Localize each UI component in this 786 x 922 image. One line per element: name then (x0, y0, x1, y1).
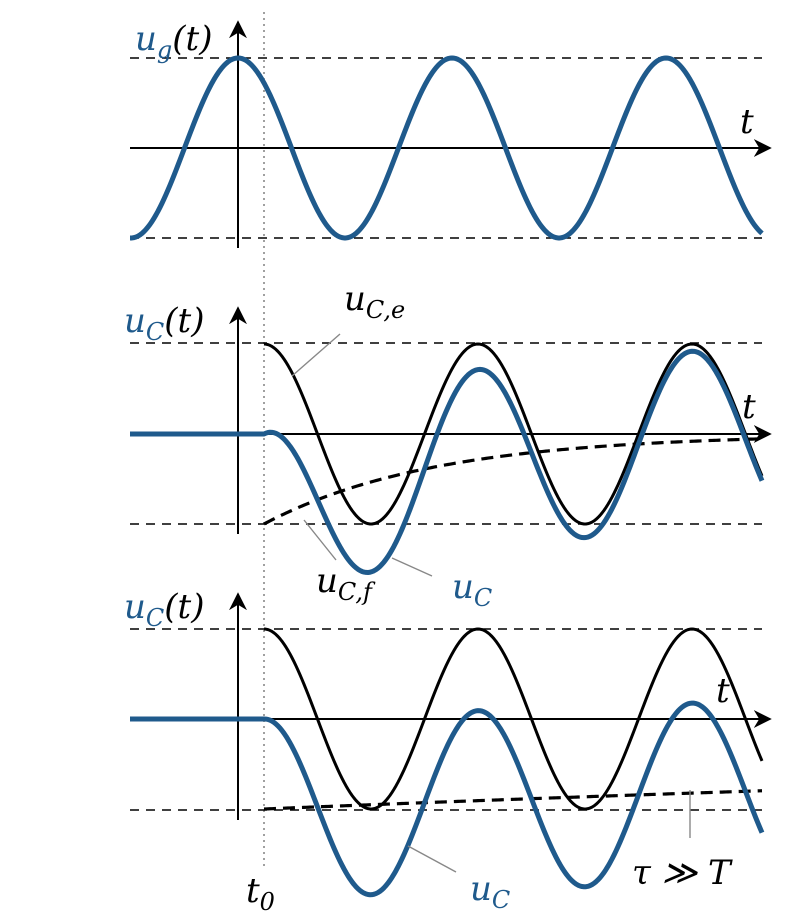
time-constant-note: τ ≫ T (632, 853, 733, 893)
total-response-label: uC (470, 869, 510, 914)
forced-label-leader (291, 333, 341, 377)
total-response-label: uC (452, 567, 492, 612)
free-response-label: uC,f (316, 561, 376, 606)
panel-capacitor-voltage-fast: uC(t) t uC,e uC,f uC (124, 279, 772, 612)
source-voltage-curve (129, 55, 764, 241)
forced-response-curve (263, 627, 764, 811)
total-label-leader (407, 845, 457, 873)
free-label-leader (303, 519, 337, 561)
panel1-ylabel: ug(t) (135, 19, 212, 64)
panel2-ylabel: uC(t) (124, 301, 204, 346)
panel1-xlabel: t (740, 102, 754, 142)
free-response-curve (263, 437, 763, 526)
forced-response-label: uC,e (344, 279, 405, 324)
panel-capacitor-voltage-slow: uC(t) t uC τ ≫ T (124, 587, 772, 914)
t0-label: t0 (246, 871, 275, 916)
panel2-xlabel: t (742, 387, 756, 427)
free-response-curve (263, 789, 763, 811)
total-response-curve (129, 700, 765, 898)
total-label-leader (391, 557, 433, 577)
panel3-ylabel: uC(t) (124, 587, 204, 632)
forced-response-curve (263, 342, 764, 526)
total-response-curve (129, 348, 765, 575)
panel-source-voltage: ug(t) t (129, 19, 772, 248)
panel3-xlabel: t (716, 671, 730, 711)
